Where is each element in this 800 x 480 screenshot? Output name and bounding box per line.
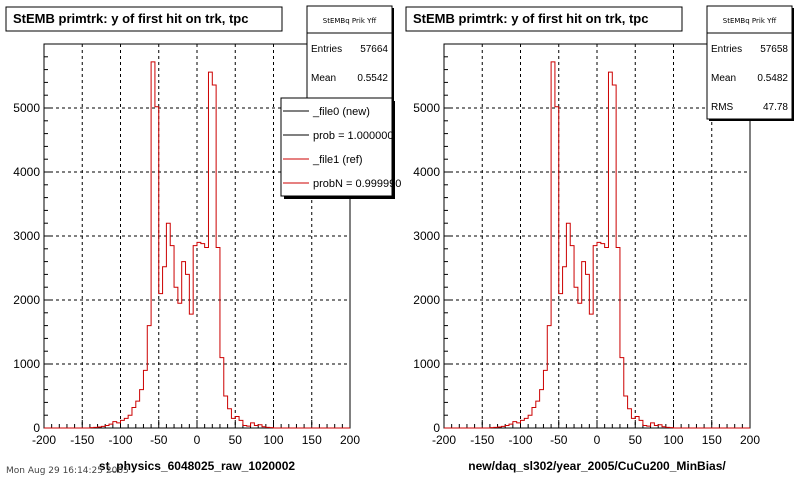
x-tick-label: 150 bbox=[302, 433, 322, 447]
legend-label: probN = 0.999990 bbox=[313, 178, 401, 190]
timestamp-footer: Mon Aug 29 16:14:25 2005 bbox=[6, 466, 129, 476]
y-tick-label: 3000 bbox=[13, 229, 40, 243]
y-tick-label: 2000 bbox=[13, 293, 40, 307]
x-tick-label: -150 bbox=[470, 433, 494, 447]
stats-entries-label: Entries bbox=[311, 44, 342, 55]
x-axis-label: st_physics_6048025_raw_1020002 bbox=[99, 459, 295, 473]
x-tick-label: -200 bbox=[432, 433, 456, 447]
legend-box bbox=[280, 97, 393, 197]
x-tick-label: 150 bbox=[702, 433, 722, 447]
stats-name: StEMBq Prik Yff bbox=[723, 17, 777, 25]
stats-rms-value: 47.78 bbox=[763, 102, 788, 113]
title-box bbox=[5, 6, 283, 32]
y-tick-label: 1000 bbox=[413, 357, 440, 371]
y-tick-label: 5000 bbox=[13, 101, 40, 115]
right-histogram-panel: -200 -150 -100 -50 0 50 100 150 2000100020003000… bbox=[405, 5, 794, 473]
x-tick-label: -100 bbox=[108, 433, 132, 447]
x-tick-label: 100 bbox=[263, 433, 283, 447]
x-axis-label: new/daq_sl302/year_2005/CuCu200_MinBias/ bbox=[468, 459, 726, 473]
stats-mean-label: Mean bbox=[711, 73, 736, 84]
legend-label: prob = 1.000000 bbox=[313, 130, 393, 142]
x-tick-label: 200 bbox=[340, 433, 360, 447]
x-tick-label: -100 bbox=[508, 433, 532, 447]
left-histogram-panel: -200 -150 -100 -50 0 50 100 150 2000100020003000… bbox=[5, 5, 401, 473]
y-tick-label: 5000 bbox=[413, 101, 440, 115]
x-tick-label: -50 bbox=[550, 433, 568, 447]
stats-entries-value: 57658 bbox=[760, 44, 788, 55]
stats-mean-value: 0.5542 bbox=[357, 73, 388, 84]
stats-box bbox=[706, 5, 793, 120]
histogram-series-line bbox=[44, 61, 350, 429]
y-tick-label: 1000 bbox=[13, 357, 40, 371]
x-tick-label: -50 bbox=[150, 433, 168, 447]
histogram-series-line bbox=[444, 61, 750, 429]
x-tick-label: 200 bbox=[740, 433, 760, 447]
y-tick-label: 3000 bbox=[413, 229, 440, 243]
x-tick-label: 100 bbox=[663, 433, 683, 447]
x-tick-label: 0 bbox=[194, 433, 201, 447]
x-tick-label: -200 bbox=[32, 433, 56, 447]
x-tick-label: 0 bbox=[594, 433, 601, 447]
stats-mean-value: 0.5482 bbox=[757, 73, 788, 84]
stats-name: StEMBq Prik Yff bbox=[323, 17, 377, 25]
y-tick-label: 0 bbox=[33, 421, 40, 435]
x-tick-label: 50 bbox=[229, 433, 243, 447]
title-box bbox=[405, 6, 683, 32]
chart-title: StEMB primtrk: y of first hit on trk, tp… bbox=[13, 11, 248, 26]
stats-entries-label: Entries bbox=[711, 44, 742, 55]
y-tick-label: 2000 bbox=[413, 293, 440, 307]
y-tick-label: 4000 bbox=[13, 165, 40, 179]
x-tick-label: -150 bbox=[70, 433, 94, 447]
stats-rms-label: RMS bbox=[711, 102, 734, 113]
stats-mean-label: Mean bbox=[311, 73, 336, 84]
stats-entries-value: 57664 bbox=[360, 44, 388, 55]
legend-label: _file1 (ref) bbox=[312, 154, 363, 166]
y-tick-label: 0 bbox=[433, 421, 440, 435]
x-tick-label: 50 bbox=[629, 433, 643, 447]
chart-title: StEMB primtrk: y of first hit on trk, tp… bbox=[413, 11, 648, 26]
legend-label: _file0 (new) bbox=[312, 106, 370, 118]
y-tick-label: 4000 bbox=[413, 165, 440, 179]
